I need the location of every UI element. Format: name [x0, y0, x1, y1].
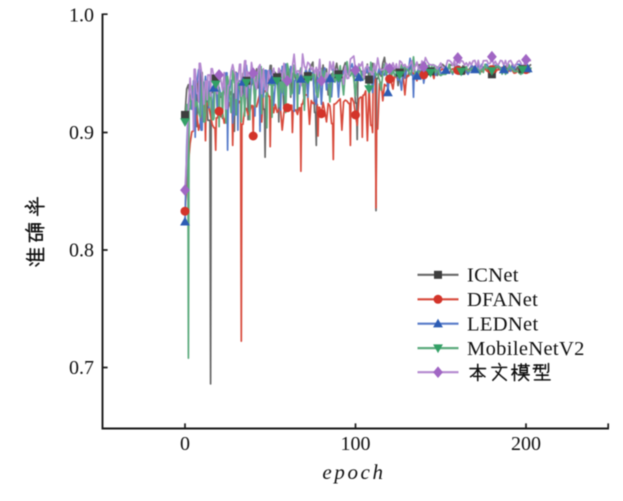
svg-text:0: 0: [180, 433, 190, 455]
svg-text:ICNet: ICNet: [467, 265, 519, 287]
svg-text:1.0: 1.0: [69, 5, 94, 27]
svg-text:0.7: 0.7: [69, 357, 94, 379]
svg-text:200: 200: [511, 433, 541, 455]
svg-text:epoch: epoch: [322, 460, 385, 484]
svg-text:MobileNetV2: MobileNetV2: [467, 338, 585, 360]
svg-text:DFANet: DFANet: [467, 289, 538, 311]
svg-text:0.9: 0.9: [69, 122, 94, 144]
svg-text:LEDNet: LEDNet: [467, 314, 539, 336]
svg-text:100: 100: [341, 433, 371, 455]
svg-text:0.8: 0.8: [69, 240, 94, 262]
